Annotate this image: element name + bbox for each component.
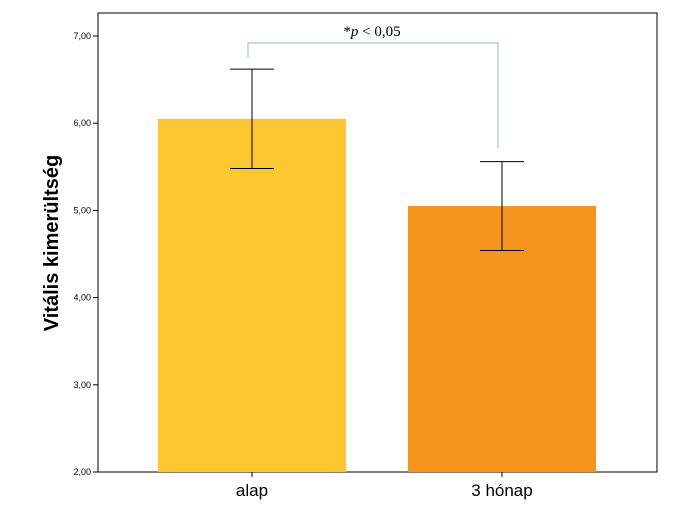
significance-p: p (350, 24, 359, 40)
significance-star: * (343, 24, 351, 40)
y-tick-label: 5,00 (73, 205, 91, 215)
y-tick-label: 4,00 (73, 293, 91, 303)
significance-bracket (247, 42, 499, 148)
x-category-label: alap (236, 481, 268, 500)
plot-frame (97, 12, 658, 473)
y-tick-label: 3,00 (73, 380, 91, 390)
y-axis-label: Vitális kimerültség (41, 155, 63, 331)
y-tick-label: 7,00 (73, 31, 91, 41)
y-tick-label: 2,00 (73, 467, 91, 477)
x-category-label: 3 hónap (471, 481, 532, 500)
y-tick-label: 6,00 (73, 118, 91, 128)
significance-annotation: *p < 0,05 (343, 24, 400, 40)
bar-alap (158, 118, 346, 472)
significance-threshold: < 0,05 (358, 24, 400, 40)
